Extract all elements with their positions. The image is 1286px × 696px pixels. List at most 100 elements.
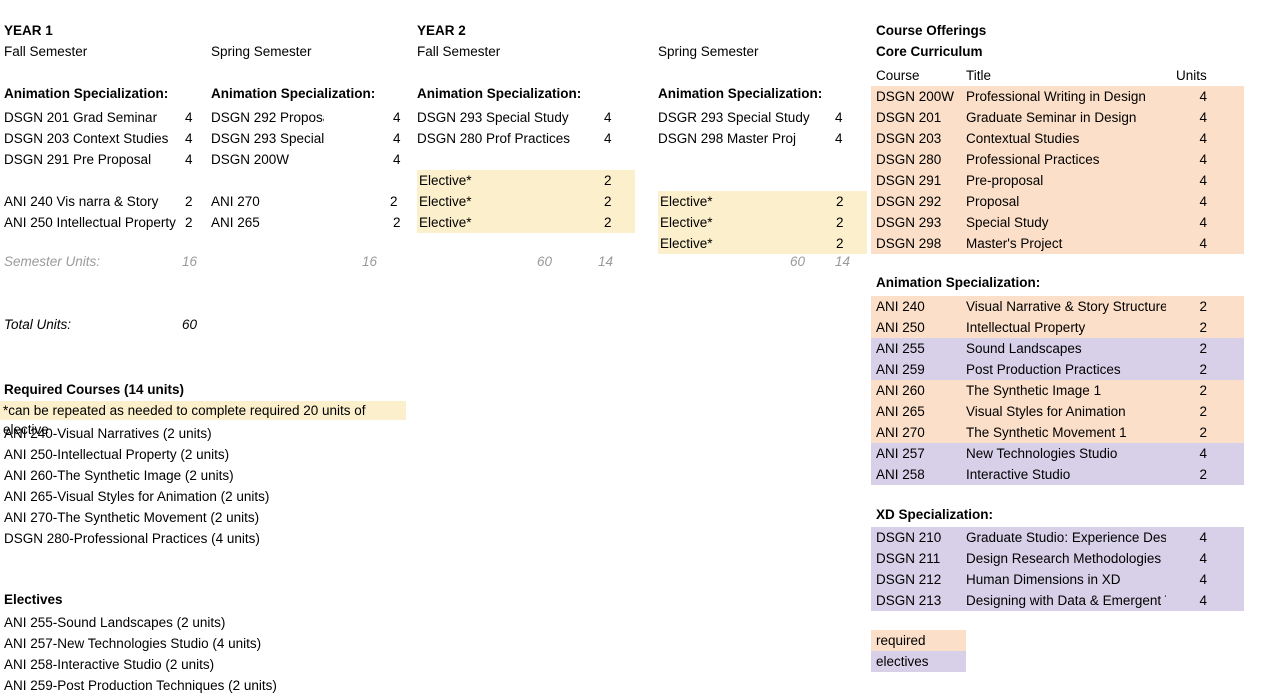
course-code: DSGN 291 (876, 173, 942, 188)
course-offerings-title: Course Offerings (876, 23, 987, 38)
table-row: ANI 258 Interactive Studio 2 (871, 464, 1244, 485)
elective-repeat-footnote: *can be repeated as needed to complete r… (0, 401, 406, 437)
year1-spring-core-list: DSGN 292 Proposal 4 DSGN 293 Special Stu… (211, 107, 411, 170)
list-item: ANI 265-Visual Styles for Animation (2 u… (4, 489, 270, 504)
year1-spring-semester-units: 16 (362, 254, 378, 269)
course-units: 2 (393, 215, 401, 230)
required-courses-heading: Required Courses (14 units) (4, 382, 185, 397)
course-name: ANI 240 Vis narra & Story (4, 194, 159, 209)
plan-row: DSGN 203 Context Studies 4 (4, 128, 204, 149)
elective-units: 2 (836, 236, 844, 251)
course-code: DSGN 292 (876, 194, 942, 209)
course-units: 4 (1199, 236, 1207, 251)
course-units: 4 (1199, 593, 1207, 608)
plan-row: DSGN 291 Pre Proposal 4 (4, 149, 204, 170)
table-row: ANI 260 The Synthetic Image 1 2 (871, 380, 1244, 401)
course-code: ANI 250 (876, 320, 925, 335)
table-row: ANI 255 Sound Landscapes 2 (871, 338, 1244, 359)
table-row: DSGN 291 Pre-proposal 4 (871, 170, 1244, 191)
elective-name: Elective* (660, 215, 713, 230)
elective-units: 2 (604, 194, 612, 209)
plan-row: ANI 240 Vis narra & Story 2 (4, 191, 204, 212)
list-item: DSGN 280-Professional Practices (4 units… (4, 531, 260, 546)
course-units: 4 (1199, 572, 1207, 587)
course-units: 2 (1199, 425, 1207, 440)
course-units: 4 (393, 152, 401, 167)
list-item: ANI 240-Visual Narratives (2 units) (4, 426, 212, 441)
course-units: 4 (835, 110, 843, 125)
column-header-units: Units (1176, 68, 1207, 83)
elective-name: Elective* (660, 194, 713, 209)
year1-spring-spec-heading: Animation Specialization: (211, 86, 376, 101)
course-units: 4 (604, 131, 612, 146)
elective-row: Elective* 2 (417, 170, 635, 191)
table-header-row: Course Title Units (871, 65, 1244, 86)
total-units-value: 60 (182, 317, 198, 332)
animation-specialization-heading: Animation Specialization: (876, 275, 1041, 290)
xd-specialization-heading: XD Specialization: (876, 507, 994, 522)
course-name: ANI 250 Intellectual Property (4, 215, 176, 230)
course-name: DSGN 291 Pre Proposal (4, 152, 152, 167)
course-name: DSGN 280 Prof Practices (417, 131, 571, 146)
table-row: DSGN 298 Master's Project 4 (871, 233, 1244, 254)
list-item: ANI 260-The Synthetic Image (2 units) (4, 468, 234, 483)
year2-fall-semester-label: Fall Semester (417, 44, 501, 59)
course-units: 4 (185, 110, 193, 125)
table-row: ANI 270 The Synthetic Movement 1 2 (871, 422, 1244, 443)
list-item: ANI 255-Sound Landscapes (2 units) (4, 615, 226, 630)
course-units: 2 (390, 194, 398, 209)
year2-fall-spec-heading: Animation Specialization: (417, 86, 582, 101)
course-units: 4 (1199, 152, 1207, 167)
course-title: Graduate Seminar in Design (966, 110, 1137, 125)
table-row: DSGN 203 Contextual Studies 4 (871, 128, 1244, 149)
course-units: 4 (393, 131, 401, 146)
total-units-label: Total Units: (4, 317, 72, 332)
table-row: ANI 250 Intellectual Property 2 (871, 317, 1244, 338)
electives-heading: Electives (4, 592, 63, 607)
elective-name: Elective* (419, 173, 472, 188)
course-name: DSGN 201 Grad Seminar (4, 110, 158, 125)
table-row: DSGN 212 Human Dimensions in XD 4 (871, 569, 1244, 590)
year1-fall-studio-list: ANI 240 Vis narra & Story 2 ANI 250 Inte… (4, 191, 204, 233)
table-row: DSGN 213 Designing with Data & Emergent … (871, 590, 1244, 611)
course-code: DSGN 203 (876, 131, 942, 146)
course-code: ANI 265 (876, 404, 925, 419)
course-units: 2 (1199, 383, 1207, 398)
table-row: DSGN 292 Proposal 4 (871, 191, 1244, 212)
course-title: Proposal (966, 194, 1020, 209)
course-title: Intellectual Property (966, 320, 1086, 335)
course-units: 4 (1199, 173, 1207, 188)
elective-name: Elective* (419, 194, 472, 209)
plan-row: ANI 250 Intellectual Property 2 (4, 212, 204, 233)
electives-list: ANI 255-Sound Landscapes (2 units) ANI 2… (4, 612, 277, 696)
course-units: 2 (1199, 299, 1207, 314)
year2-spring-spec-heading: Animation Specialization: (658, 86, 823, 101)
course-units: 4 (1199, 530, 1207, 545)
course-title: New Technologies Studio (966, 446, 1118, 461)
course-title: Master's Project (966, 236, 1063, 251)
plan-row: DSGN 293 Special Study 4 (417, 107, 637, 128)
course-units: 2 (1199, 404, 1207, 419)
legend-electives: electives (871, 651, 966, 672)
table-row: ANI 259 Post Production Practices 2 (871, 359, 1244, 380)
plan-row: DSGN 200W 4 (211, 149, 411, 170)
course-code: ANI 260 (876, 383, 925, 398)
course-code: DSGN 280 (876, 152, 942, 167)
course-title: Visual Styles for Animation (966, 404, 1126, 419)
column-header-course: Course (876, 68, 920, 83)
list-item: ANI 258-Interactive Studio (2 units) (4, 657, 215, 672)
list-item: ANI 250-Intellectual Property (2 units) (4, 447, 230, 462)
column-header-title: Title (966, 68, 992, 83)
course-title: Human Dimensions in XD (966, 572, 1121, 587)
course-title: The Synthetic Image 1 (966, 383, 1102, 398)
course-code: DSGN 200W (876, 89, 955, 104)
course-title: Graduate Studio: Experience Design (966, 530, 1166, 545)
color-legend: required electives (871, 630, 966, 672)
course-code: ANI 240 (876, 299, 925, 314)
course-code: ANI 257 (876, 446, 925, 461)
course-code: ANI 258 (876, 467, 925, 482)
core-curriculum-heading: Core Curriculum (876, 44, 983, 59)
course-units: 4 (1199, 551, 1207, 566)
course-name: DSGN 292 Proposal (211, 110, 324, 125)
required-courses-list: ANI 240-Visual Narratives (2 units) ANI … (4, 423, 269, 549)
